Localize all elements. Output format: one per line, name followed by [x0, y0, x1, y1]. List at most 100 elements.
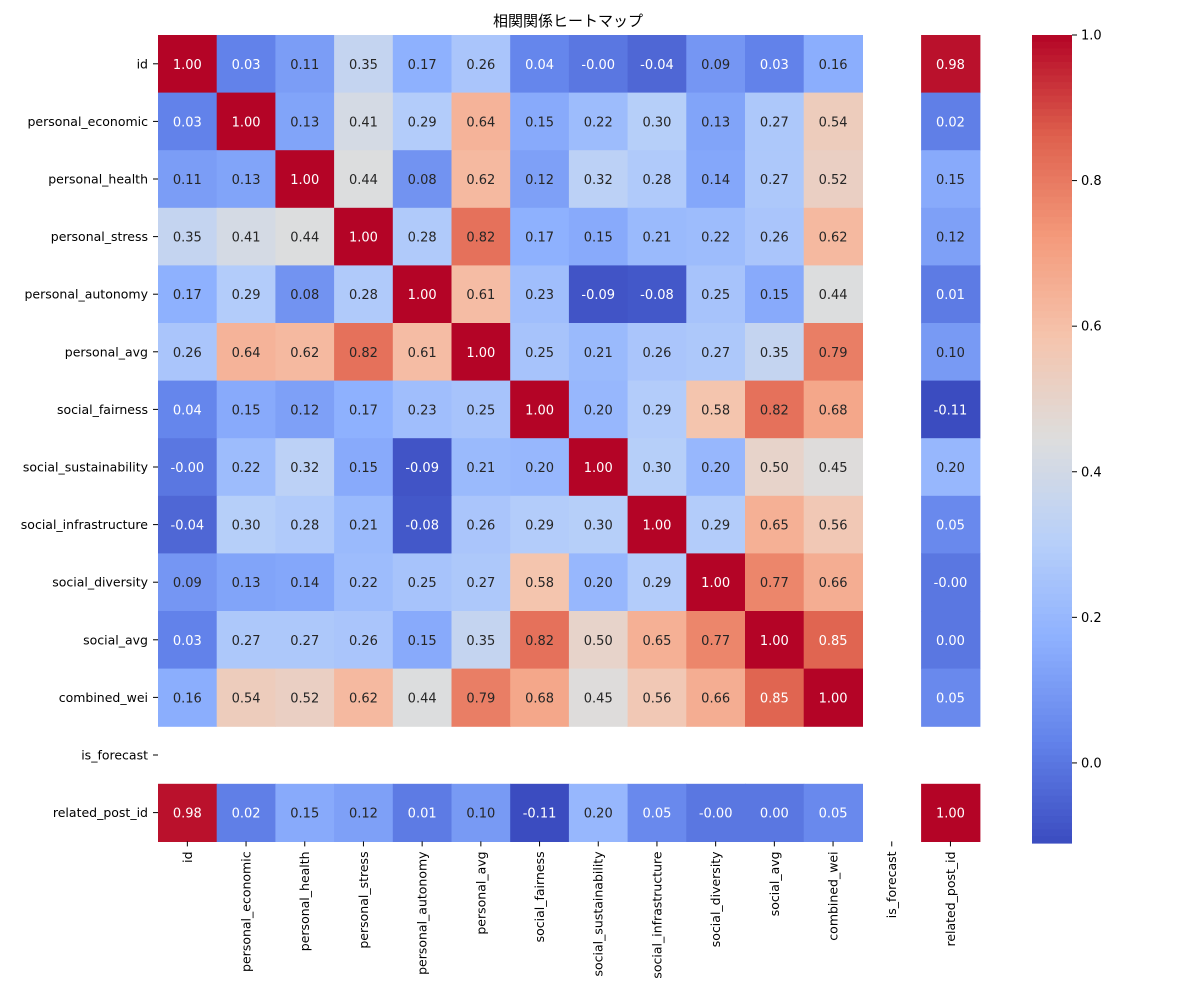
- heatmap-cell: [158, 265, 218, 324]
- colorbar-segment: [1032, 755, 1072, 763]
- heatmap-cell: [158, 495, 218, 554]
- cell-value-label: 0.64: [232, 346, 261, 361]
- cell-value-label: 0.05: [936, 691, 965, 706]
- cell-value-label: 1.00: [642, 519, 671, 534]
- heatmap-cell: [510, 265, 570, 324]
- heatmap-cell: [745, 323, 805, 382]
- colorbar-segment: [1032, 250, 1072, 258]
- colorbar-segment: [1032, 479, 1072, 487]
- colorbar-segment: [1032, 216, 1072, 225]
- cell-value-label: -0.09: [581, 288, 615, 303]
- cell-value-label: 0.22: [701, 231, 730, 246]
- cell-value-label: 0.54: [232, 691, 261, 706]
- cell-value-label: 0.50: [584, 634, 613, 649]
- heatmap-cell: [803, 207, 863, 266]
- colorbar-segment: [1032, 580, 1072, 588]
- cell-value-label: 0.04: [525, 58, 554, 73]
- colorbar-segment: [1032, 452, 1072, 460]
- heatmap-cell: [627, 323, 687, 382]
- heatmap-cell: [745, 207, 805, 266]
- heatmap-cell: [686, 611, 746, 670]
- heatmap-cell: [334, 668, 394, 727]
- heatmap-cell: [392, 495, 453, 554]
- colorbar-segment: [1032, 405, 1072, 413]
- heatmap-cell: [921, 668, 981, 727]
- heatmap-cell: [803, 553, 863, 612]
- cell-value-label: 0.65: [760, 519, 789, 534]
- cell-value-label: 1.00: [525, 403, 554, 418]
- heatmap-cell: [686, 553, 746, 612]
- heatmap-cells: 1.00 0.03 0.11 0.35 0.17 0.26 0.04 -0.00 -0.04 0.…: [158, 35, 981, 842]
- heatmap-cell: [216, 323, 276, 382]
- cell-value-label: 1.00: [466, 346, 495, 361]
- heatmap-cell: [803, 783, 863, 842]
- cell-value-label: 0.05: [642, 807, 671, 822]
- colorbar-segment: [1032, 728, 1072, 736]
- cell-value-label: 0.00: [936, 634, 965, 649]
- cell-value-label: 1.00: [701, 576, 730, 591]
- heatmap-cell: [803, 35, 863, 94]
- cell-value-label: 0.30: [642, 461, 671, 476]
- cell-value-label: 0.20: [584, 807, 613, 822]
- colorbar-segment: [1032, 674, 1072, 682]
- heatmap-cell: [334, 150, 394, 209]
- heatmap-cell: [745, 380, 805, 439]
- heatmap-cell: [216, 495, 276, 554]
- colorbar-segment: [1032, 634, 1072, 642]
- heatmap-cell: [627, 611, 687, 670]
- cell-value-label: 0.01: [408, 807, 437, 822]
- heatmap-cell: [275, 553, 335, 612]
- heatmap-cell: [510, 783, 570, 842]
- heatmap-cell: [627, 495, 687, 554]
- heatmap-cell: [392, 35, 453, 94]
- cell-value-label: 0.85: [760, 691, 789, 706]
- cell-value-label: 0.27: [290, 634, 319, 649]
- cell-value-label: 0.20: [936, 461, 965, 476]
- y-tick-labels: id personal_economic personal_healthperson…: [21, 56, 158, 820]
- colorbar-segment: [1032, 237, 1072, 245]
- heatmap-cell: [451, 380, 511, 439]
- y-tick-label: related_post_id: [53, 805, 148, 820]
- heatmap-cell: [392, 150, 453, 209]
- cell-value-label: 0.66: [701, 691, 730, 706]
- colorbar-segment: [1032, 257, 1072, 265]
- heatmap-cell: [686, 207, 746, 266]
- heatmap-cell: [392, 438, 453, 497]
- cell-value-label: 0.11: [290, 58, 319, 73]
- colorbar-segment: [1032, 735, 1072, 743]
- heatmap-cell: [158, 380, 218, 439]
- heatmap-cell: [803, 92, 863, 151]
- colorbar-segment: [1032, 88, 1072, 97]
- heatmap-cell: [627, 380, 687, 439]
- heatmap-cell: [392, 783, 453, 842]
- heatmap-cell: [275, 668, 335, 727]
- colorbar-segment: [1032, 607, 1072, 615]
- heatmap-cell: [627, 438, 687, 497]
- heatmap-cell: [216, 207, 276, 266]
- heatmap-cell: [451, 438, 511, 497]
- cell-value-label: 0.65: [642, 634, 671, 649]
- colorbar-segment: [1032, 472, 1072, 480]
- y-tick-label: social_fairness: [57, 402, 148, 417]
- colorbar-segment: [1032, 829, 1072, 837]
- cell-value-label: 1.00: [173, 58, 202, 73]
- x-tick-label: social_infrastructure: [649, 851, 664, 979]
- cell-value-label: 0.44: [819, 288, 848, 303]
- heatmap-cell: [216, 668, 276, 727]
- colorbar-segment: [1032, 439, 1072, 447]
- colorbar-segment: [1032, 641, 1072, 649]
- cell-value-label: 0.21: [584, 346, 613, 361]
- colorbar-segment: [1032, 95, 1072, 103]
- cell-value-label: 0.05: [936, 519, 965, 534]
- x-tick-labels: id personal_economic personal_health person…: [180, 841, 958, 979]
- heatmap-cell: [568, 668, 629, 727]
- cell-value-label: 0.10: [936, 346, 965, 361]
- colorbar-segment: [1032, 270, 1072, 278]
- cell-value-label: 0.27: [760, 173, 789, 188]
- colorbar-segment: [1032, 802, 1072, 810]
- cell-value-label: 0.25: [701, 288, 730, 303]
- cell-value-label: 0.03: [760, 58, 789, 73]
- cell-value-label: 0.28: [349, 288, 378, 303]
- heatmap-cell: [216, 150, 276, 209]
